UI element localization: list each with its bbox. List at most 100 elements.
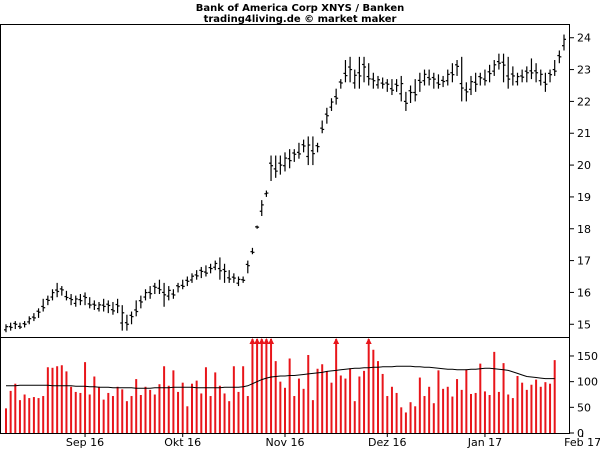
ohlc-bar — [278, 155, 283, 175]
ohlc-bar — [45, 295, 50, 306]
x-tick-label: Sep 16 — [66, 436, 104, 449]
ohlc-bar — [245, 260, 250, 274]
ohlc-bar — [269, 155, 274, 181]
ohlc-bar — [8, 322, 13, 331]
ohlc-bar — [362, 56, 367, 83]
ohlc-bar — [543, 72, 548, 92]
ohlc-bar — [445, 69, 450, 86]
ohlc-bar — [124, 314, 129, 331]
ohlc-bar — [366, 63, 371, 86]
ohlc-bar — [394, 79, 399, 92]
price-tick-label: 23 — [577, 64, 591, 77]
ohlc-bar — [548, 69, 553, 83]
volume-tick-label: 150 — [577, 350, 598, 363]
ohlc-bar — [190, 273, 194, 283]
ohlc-bar — [97, 301, 101, 312]
ohlc-bar — [520, 69, 525, 83]
ohlc-bar — [315, 142, 320, 153]
ohlc-bar — [506, 56, 511, 89]
ohlc-bar — [292, 149, 297, 162]
ohlc-bar — [273, 155, 278, 178]
ohlc-bar — [450, 63, 455, 83]
ohlc-bar — [199, 266, 204, 279]
price-tick-label: 17 — [577, 255, 591, 268]
x-tick-label: Jan 17 — [467, 436, 502, 449]
ohlc-bar — [250, 247, 255, 255]
price-tick-label: 24 — [577, 32, 591, 45]
price-panel-frame — [0, 24, 570, 338]
ohlc-bar — [501, 53, 506, 83]
price-tick-label: 20 — [577, 159, 591, 172]
ohlc-bar — [310, 136, 315, 166]
ohlc-bar — [106, 300, 111, 314]
volume-y-axis: 0 50 100 150 — [569, 350, 598, 440]
price-tick-label: 18 — [577, 223, 591, 236]
ohlc-bar — [413, 79, 418, 102]
ohlc-bar — [217, 257, 222, 280]
ohlc-bar — [441, 75, 446, 88]
ohlc-bar — [376, 75, 380, 89]
x-tick-label: Feb 17 — [564, 436, 600, 449]
volume-clipped-marker — [333, 338, 340, 344]
ohlc-bars — [4, 34, 566, 333]
price-tick-label: 19 — [577, 191, 591, 204]
ohlc-bar — [552, 60, 557, 76]
ohlc-bar — [41, 298, 46, 312]
ohlc-bar — [36, 308, 41, 318]
ohlc-bar — [529, 58, 534, 80]
x-tick-label: Okt 16 — [164, 436, 201, 449]
ohlc-bar — [352, 69, 357, 89]
ohlc-bar — [455, 60, 460, 76]
ohlc-bar — [562, 34, 566, 51]
ohlc-bar — [348, 56, 353, 83]
price-tick-label: 15 — [577, 318, 591, 331]
ohlc-bar — [534, 63, 539, 83]
ohlc-bar — [148, 286, 153, 299]
ohlc-bar — [64, 290, 69, 301]
ohlc-bar — [557, 50, 562, 64]
ohlc-bar — [380, 77, 385, 89]
ohlc-bar — [241, 276, 246, 283]
ohlc-bar — [264, 190, 269, 197]
ohlc-bar — [334, 88, 339, 105]
volume-average-line — [6, 365, 555, 389]
ohlc-bar — [4, 324, 8, 333]
ohlc-bar — [329, 98, 334, 111]
ohlc-bar — [166, 286, 171, 301]
ohlc-bar — [487, 64, 492, 83]
volume-clipped-marker — [249, 338, 256, 344]
volume-clipped-marker — [263, 338, 270, 344]
ohlc-bar — [324, 107, 329, 124]
ohlc-bar — [73, 295, 78, 307]
volume-clipped-marker — [258, 338, 265, 344]
ohlc-bar — [459, 56, 464, 102]
ohlc-bar — [338, 79, 343, 89]
ohlc-bar — [399, 75, 404, 102]
volume-clipped-marker — [365, 338, 372, 344]
price-tick-label: 22 — [577, 95, 591, 108]
ohlc-bar — [92, 300, 97, 310]
ohlc-bar — [180, 279, 185, 290]
volume-tick-label: 0 — [577, 427, 584, 440]
chart-title: Bank of America Corp XNYS / Banken — [196, 3, 404, 14]
ohlc-bar — [357, 56, 362, 89]
ohlc-bar — [143, 289, 148, 301]
ohlc-bar — [408, 85, 413, 103]
ohlc-bar — [185, 276, 190, 287]
ohlc-bar — [78, 294, 83, 306]
ohlc-bar — [236, 276, 241, 287]
ohlc-bar — [385, 79, 390, 92]
ohlc-bar — [138, 295, 143, 309]
volume-tick-label: 100 — [577, 376, 598, 389]
ohlc-bar — [343, 60, 348, 83]
volume-clipped-marker — [268, 338, 275, 344]
ohlc-bar — [22, 321, 27, 328]
ohlc-bar — [496, 53, 501, 70]
ohlc-bar — [403, 91, 408, 111]
ohlc-bar — [110, 301, 115, 315]
ohlc-bar — [287, 149, 292, 169]
ohlc-bar — [389, 79, 394, 96]
ohlc-bar — [134, 300, 139, 317]
ohlc-bar — [115, 298, 120, 314]
ohlc-bar — [152, 282, 157, 295]
